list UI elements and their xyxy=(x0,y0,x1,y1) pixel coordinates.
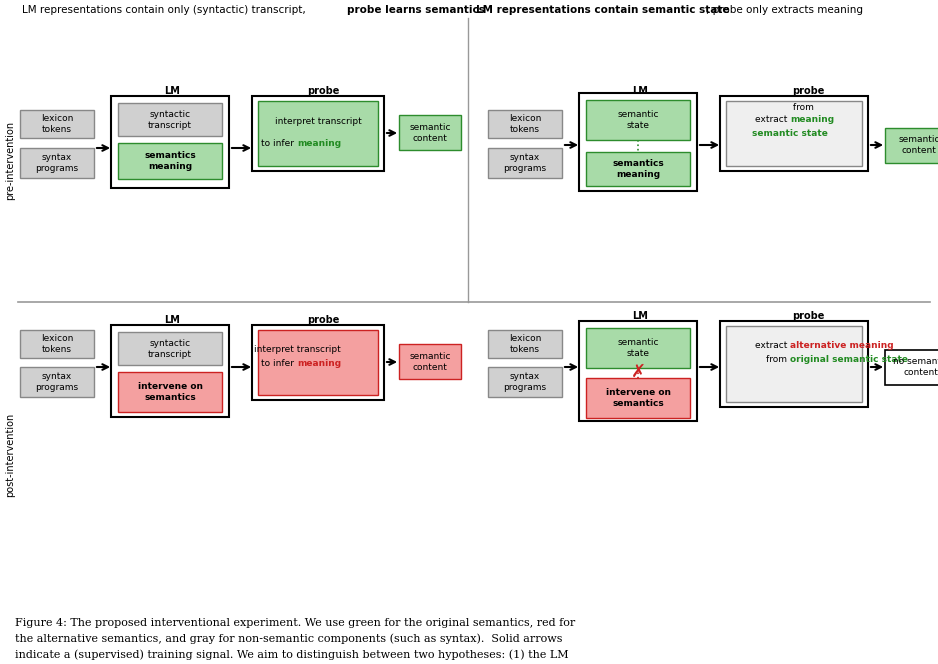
Text: LM representations contain only (syntactic) transcript,: LM representations contain only (syntact… xyxy=(22,5,309,15)
FancyBboxPatch shape xyxy=(586,378,690,418)
Text: extract: extract xyxy=(755,116,790,125)
Text: semantic state: semantic state xyxy=(752,129,828,137)
Text: lexicon
tokens: lexicon tokens xyxy=(508,114,541,133)
Text: probe: probe xyxy=(307,86,340,96)
FancyBboxPatch shape xyxy=(399,115,461,150)
Text: no semantic
content: no semantic content xyxy=(893,357,938,376)
FancyBboxPatch shape xyxy=(111,325,229,417)
Text: lexicon
tokens: lexicon tokens xyxy=(41,114,73,133)
Text: , probe only extracts meaning: , probe only extracts meaning xyxy=(706,5,863,15)
Text: indicate a (supervised) training signal. We aim to distinguish between two hypot: indicate a (supervised) training signal.… xyxy=(15,649,568,659)
Text: probe learns semantics: probe learns semantics xyxy=(347,5,485,15)
FancyBboxPatch shape xyxy=(118,143,222,179)
Text: semantic
content: semantic content xyxy=(409,353,451,372)
FancyBboxPatch shape xyxy=(118,103,222,136)
FancyBboxPatch shape xyxy=(488,148,562,178)
Text: meaning: meaning xyxy=(297,139,341,149)
FancyBboxPatch shape xyxy=(726,326,862,402)
Text: syntactic
transcript: syntactic transcript xyxy=(148,110,192,129)
Text: extract: extract xyxy=(755,341,790,351)
Text: probe: probe xyxy=(307,315,340,325)
FancyBboxPatch shape xyxy=(726,101,862,166)
Text: syntax
programs: syntax programs xyxy=(504,153,547,173)
Text: ✗: ✗ xyxy=(630,363,645,381)
Text: alternative meaning: alternative meaning xyxy=(790,341,894,351)
FancyBboxPatch shape xyxy=(20,330,94,358)
Text: semantic
state: semantic state xyxy=(617,110,658,129)
FancyBboxPatch shape xyxy=(20,148,94,178)
Text: from: from xyxy=(790,102,814,112)
Text: LM: LM xyxy=(632,311,648,321)
Text: probe: probe xyxy=(792,311,825,321)
FancyBboxPatch shape xyxy=(20,110,94,138)
Text: LM representations contain semantic state: LM representations contain semantic stat… xyxy=(476,5,730,15)
FancyBboxPatch shape xyxy=(586,100,690,140)
Text: syntax
programs: syntax programs xyxy=(504,373,547,392)
Text: pre-intervention: pre-intervention xyxy=(5,120,15,200)
FancyBboxPatch shape xyxy=(586,152,690,186)
Text: semantics
meaning: semantics meaning xyxy=(613,159,664,179)
FancyBboxPatch shape xyxy=(399,344,461,379)
FancyBboxPatch shape xyxy=(885,350,938,385)
FancyBboxPatch shape xyxy=(586,328,690,368)
Text: Figure 4: The proposed interventional experiment. We use green for the original : Figure 4: The proposed interventional ex… xyxy=(15,618,575,628)
Text: syntactic
transcript: syntactic transcript xyxy=(148,339,192,359)
Text: LM: LM xyxy=(164,315,180,325)
Text: interpret transcript: interpret transcript xyxy=(275,116,361,125)
Text: semantic
state: semantic state xyxy=(617,338,658,358)
Text: probe: probe xyxy=(792,86,825,96)
FancyBboxPatch shape xyxy=(885,128,938,163)
FancyBboxPatch shape xyxy=(488,330,562,358)
Text: original semantic state: original semantic state xyxy=(790,355,908,365)
FancyBboxPatch shape xyxy=(720,96,868,171)
Text: to infer: to infer xyxy=(261,139,297,149)
Text: syntax
programs: syntax programs xyxy=(36,373,79,392)
FancyBboxPatch shape xyxy=(488,110,562,138)
Text: interpret transcript: interpret transcript xyxy=(253,345,340,355)
Text: LM: LM xyxy=(632,86,648,96)
FancyBboxPatch shape xyxy=(111,96,229,188)
FancyBboxPatch shape xyxy=(20,367,94,397)
Text: semantics
meaning: semantics meaning xyxy=(144,151,196,171)
Text: meaning: meaning xyxy=(790,116,834,125)
Text: post-intervention: post-intervention xyxy=(5,413,15,497)
Text: to infer: to infer xyxy=(0,663,1,664)
FancyBboxPatch shape xyxy=(118,372,222,412)
Text: the alternative semantics, and gray for non-semantic components (such as syntax): the alternative semantics, and gray for … xyxy=(15,633,563,644)
FancyBboxPatch shape xyxy=(579,321,697,421)
FancyBboxPatch shape xyxy=(720,321,868,407)
Text: lexicon
tokens: lexicon tokens xyxy=(508,334,541,354)
Text: semantic
content: semantic content xyxy=(899,135,938,155)
Text: LM: LM xyxy=(164,86,180,96)
FancyBboxPatch shape xyxy=(252,325,384,400)
Text: lexicon
tokens: lexicon tokens xyxy=(41,334,73,354)
FancyBboxPatch shape xyxy=(118,332,222,365)
Text: syntax
programs: syntax programs xyxy=(36,153,79,173)
Text: from: from xyxy=(766,355,790,365)
FancyBboxPatch shape xyxy=(252,96,384,171)
Text: intervene on
semantics: intervene on semantics xyxy=(606,388,671,408)
FancyBboxPatch shape xyxy=(258,101,378,166)
FancyBboxPatch shape xyxy=(258,330,378,395)
FancyBboxPatch shape xyxy=(579,93,697,191)
Text: semantic
content: semantic content xyxy=(409,124,451,143)
Text: to infer: to infer xyxy=(261,359,297,367)
Text: intervene on
semantics: intervene on semantics xyxy=(138,382,203,402)
FancyBboxPatch shape xyxy=(488,367,562,397)
Text: meaning: meaning xyxy=(297,359,341,367)
